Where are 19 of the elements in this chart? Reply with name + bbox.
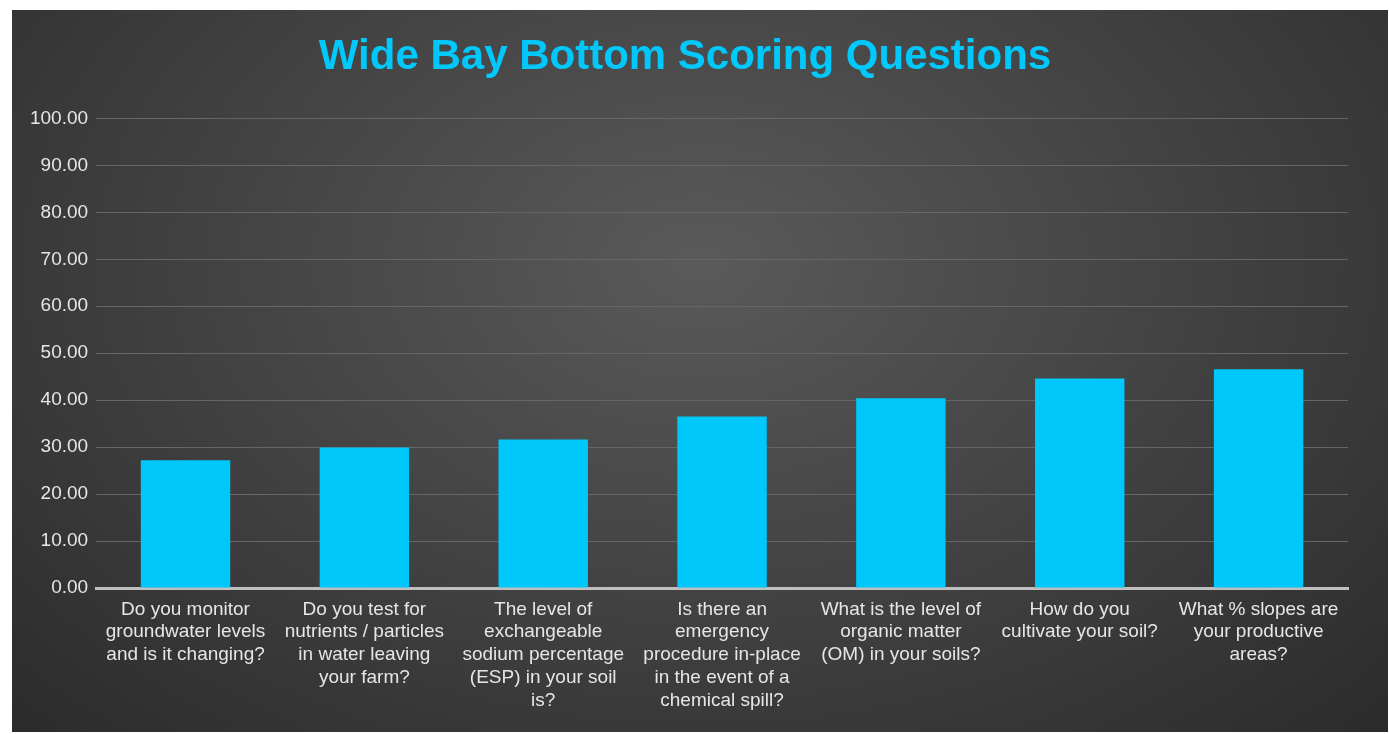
y-tick-label: 90.00 xyxy=(40,153,89,175)
y-tick-label: 80.00 xyxy=(40,200,89,222)
y-tick-label: 40.00 xyxy=(40,388,89,410)
y-tick-label: 60.00 xyxy=(40,294,89,316)
x-tick-label: How do you cultivate your soil? xyxy=(1001,597,1158,642)
x-tick-label: What is the level of organic matter (OM) in your soils? xyxy=(820,597,982,665)
y-tick-label: 70.00 xyxy=(40,247,89,269)
y-tick-label: 20.00 xyxy=(40,482,89,504)
y-tick-label: 0.00 xyxy=(51,576,89,598)
x-tick-label: Is there an emergency procedure in-place in the event of a chemical spill? xyxy=(643,597,801,710)
y-tick-label: 30.00 xyxy=(40,435,89,457)
y-tick-label: 10.00 xyxy=(40,529,89,551)
y-tick-label: 50.00 xyxy=(40,341,89,363)
x-tick-label: Do you test for nutrients / particles in water leaving your farm? xyxy=(284,597,445,688)
x-tick-label: The level of exchangeable sodium percentage (ESP) in your soil is? xyxy=(462,597,625,710)
x-tick-label: What % slopes are your productive areas? xyxy=(1178,597,1339,665)
chart-title: Wide Bay Bottom Scoring Questions xyxy=(318,30,1052,78)
x-tick-label: Do you monitor groundwater levels and is it changing? xyxy=(105,597,266,665)
y-tick-label: 100.00 xyxy=(29,106,89,128)
